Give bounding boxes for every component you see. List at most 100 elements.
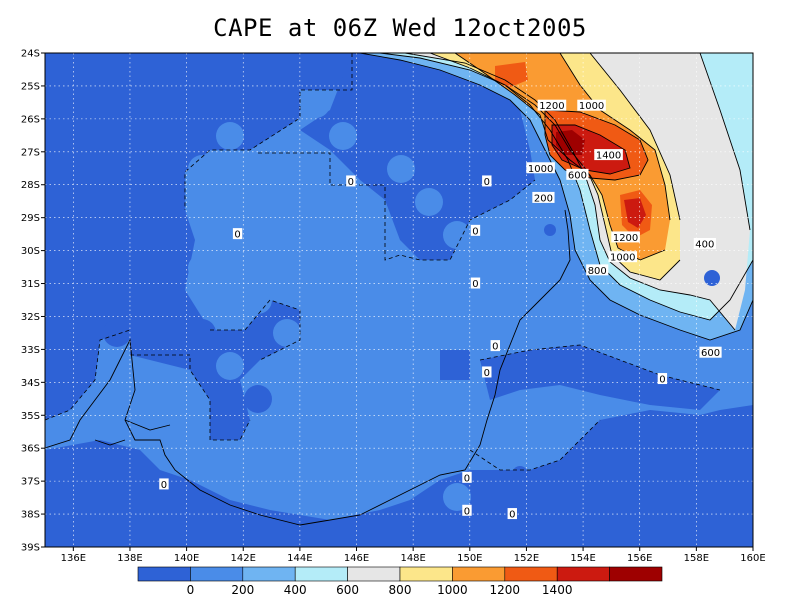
x-axis-ticks: 136E 138E 140E 142E 144E 146E 148E 150E 152E 154E… (61, 547, 766, 564)
y-tick-label: 30S (21, 246, 40, 257)
contour-label-bg (346, 175, 356, 187)
colorbar-swatch (556, 566, 610, 582)
contour-label: 0 (464, 506, 470, 517)
plot-frame (44, 52, 754, 548)
x-tick-label: 154E (570, 553, 595, 564)
contour-label: 1000 (610, 253, 635, 264)
x-tick-label: 158E (684, 553, 709, 564)
colorbar: 0 200 400 600 800 1000 1200 1400 (137, 566, 663, 597)
colorbar-swatch (347, 566, 401, 582)
colorbar-label: 800 (389, 583, 412, 597)
y-tick-label: 32S (21, 312, 40, 323)
y-tick-label: 29S (21, 213, 40, 224)
x-tick-label: 160E (740, 553, 765, 564)
contour-label-bg (577, 99, 606, 111)
x-tick-label: 140E (174, 553, 199, 564)
colorbar-swatch (609, 566, 663, 582)
y-tick-label: 26S (21, 114, 40, 125)
band-1400-plus (624, 198, 646, 228)
colorbar-label: 1000 (437, 583, 468, 597)
contour-label: 1200 (613, 233, 638, 244)
contour-label: 600 (568, 170, 587, 181)
contour-label-bg (566, 168, 589, 180)
contour-label-bg (482, 366, 492, 378)
contour-label: 0 (464, 473, 470, 484)
x-tick-label: 148E (400, 553, 425, 564)
contour-label-bg (482, 175, 492, 187)
band-below-0 (45, 53, 352, 440)
y-tick-label: 28S (21, 180, 40, 191)
zero-cells (188, 90, 471, 511)
band-below-0 (300, 53, 535, 260)
contour-label: 0 (509, 510, 515, 521)
contour-label-bg (490, 340, 500, 352)
colorbar-swatch (399, 566, 453, 582)
colorbar-label: 1200 (490, 583, 521, 597)
contour-label: 1400 (596, 151, 621, 162)
contour-label-bg (462, 471, 472, 483)
negative-cells (103, 224, 750, 482)
contour-label: 0 (659, 375, 665, 386)
y-tick-label: 36S (21, 444, 40, 455)
contour-label-bg (594, 149, 623, 161)
contour-label-bg (608, 251, 638, 263)
contour-label-bg (699, 346, 722, 358)
contour-label-bg (526, 162, 555, 174)
x-tick-label: 156E (627, 553, 652, 564)
contour-label: 1000 (579, 101, 604, 112)
colorbar-label: 1400 (542, 583, 573, 597)
contour-label: 0 (484, 177, 490, 188)
contour-label-bg (159, 478, 169, 490)
contour-label: 0 (484, 368, 490, 379)
contour-label: 1200 (539, 101, 564, 112)
y-tick-label: 37S (21, 477, 40, 488)
colorbar-swatch (190, 566, 244, 582)
contour-label-bg (537, 99, 567, 111)
contour-label-bg (232, 228, 243, 240)
contour-label-bg (657, 373, 668, 385)
contour-label: 400 (695, 240, 714, 251)
band-max (556, 130, 585, 155)
contour-label: 600 (701, 348, 720, 359)
x-tick-label: 136E (61, 553, 86, 564)
colorbar-swatch (452, 566, 506, 582)
band-below-0 (440, 350, 470, 380)
contour-label: 0 (348, 177, 354, 188)
y-tick-label: 31S (21, 279, 40, 290)
x-tick-label: 144E (287, 553, 312, 564)
x-tick-label: 138E (117, 553, 142, 564)
y-axis-ticks: 24S 25S 26S 27S 28S 29S 30S 31S 32S 33S 34S 35S 36S 3… (21, 49, 45, 554)
contour-label: 0 (161, 480, 167, 491)
contour-label: 200 (534, 193, 553, 204)
contour-label: 1000 (528, 164, 553, 175)
colorbar-label: 0 (187, 583, 195, 597)
contour-label-bg (470, 224, 481, 236)
band-below-0 (45, 405, 753, 547)
contour-label-bg (507, 508, 517, 520)
y-tick-label: 38S (21, 510, 40, 521)
colorbar-swatch (294, 566, 348, 582)
y-tick-label: 24S (21, 49, 40, 60)
y-tick-label: 25S (21, 81, 40, 92)
y-tick-label: 33S (21, 345, 40, 356)
contour-label: 800 (588, 266, 607, 277)
x-tick-label: 152E (514, 553, 539, 564)
x-tick-label: 150E (457, 553, 482, 564)
contour-label-bg (532, 191, 555, 203)
contour-label: 0 (472, 226, 478, 237)
colorbar-swatch (242, 566, 296, 582)
contour-label: 0 (234, 230, 240, 241)
y-tick-label: 35S (21, 411, 40, 422)
contour-label-bg (611, 231, 640, 243)
y-tick-label: 27S (21, 147, 40, 158)
map-title: CAPE at 06Z Wed 12oct2005 (213, 14, 587, 42)
colorbar-label: 600 (336, 583, 359, 597)
x-tick-label: 142E (231, 553, 256, 564)
map-grid (45, 53, 753, 547)
zero-contours (45, 53, 721, 471)
band-1200-1400 (495, 62, 528, 88)
band-below-0 (480, 345, 720, 410)
x-tick-label: 146E (344, 553, 369, 564)
